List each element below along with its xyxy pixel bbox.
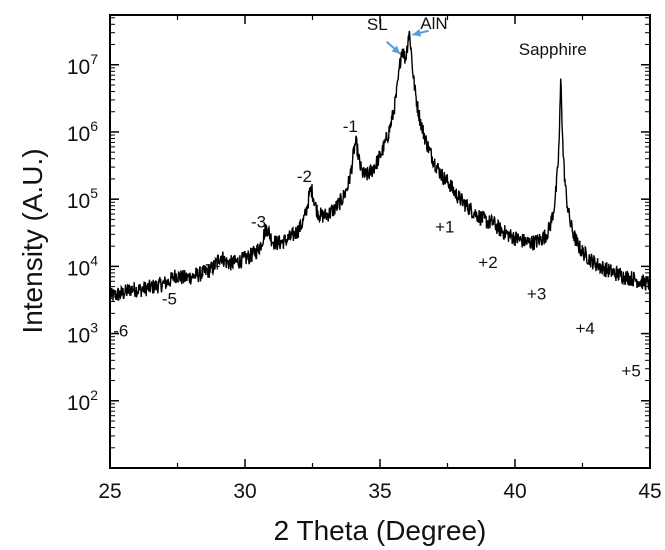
- y-axis-title: Intensity (A.U.): [17, 148, 48, 333]
- plot-frame: [109, 14, 651, 469]
- annotation-arrow-head: [391, 45, 401, 54]
- y-tick-label: 104: [67, 252, 98, 280]
- series-line: [109, 30, 651, 301]
- x-tick-label: 45: [638, 480, 661, 503]
- peak-label: SL: [367, 15, 388, 34]
- peak-label: -2: [297, 167, 312, 186]
- y-axis: 102 103 104 105 106 107: [67, 17, 650, 449]
- peak-label: -6: [113, 322, 128, 341]
- y-tick-label: 103: [67, 320, 98, 348]
- x-axis: 25 30 35 40 45: [98, 15, 662, 503]
- peak-annotations: -6 -5 -4 -3 -2 -1 +1 +2 +3 +4 +5 SL AlN Sapphire: [113, 14, 641, 380]
- x-tick-label: 25: [98, 480, 121, 503]
- peak-label: +4: [576, 319, 595, 338]
- peak-label: +2: [478, 253, 497, 272]
- x-tick-label: 40: [503, 480, 526, 503]
- peak-label: AlN: [420, 14, 447, 33]
- y-tick-label: 102: [67, 387, 98, 415]
- peak-label: -4: [205, 254, 220, 273]
- x-tick-label: 35: [368, 480, 391, 503]
- peak-label: -3: [251, 212, 266, 231]
- x-axis-title: 2 Theta (Degree): [274, 515, 487, 546]
- peak-label: -5: [162, 290, 177, 309]
- peak-label: +3: [527, 285, 546, 304]
- annotation-arrows: [386, 29, 429, 55]
- y-tick-label: 106: [67, 118, 98, 146]
- peak-label: -1: [343, 117, 358, 136]
- y-tick-label: 107: [67, 51, 98, 79]
- peak-label: +1: [435, 217, 454, 236]
- peak-label: +5: [621, 361, 640, 380]
- peak-label: Sapphire: [519, 40, 587, 59]
- annotation-arrow-head: [412, 29, 422, 37]
- x-tick-label: 30: [233, 480, 256, 503]
- y-tick-label: 105: [67, 185, 98, 213]
